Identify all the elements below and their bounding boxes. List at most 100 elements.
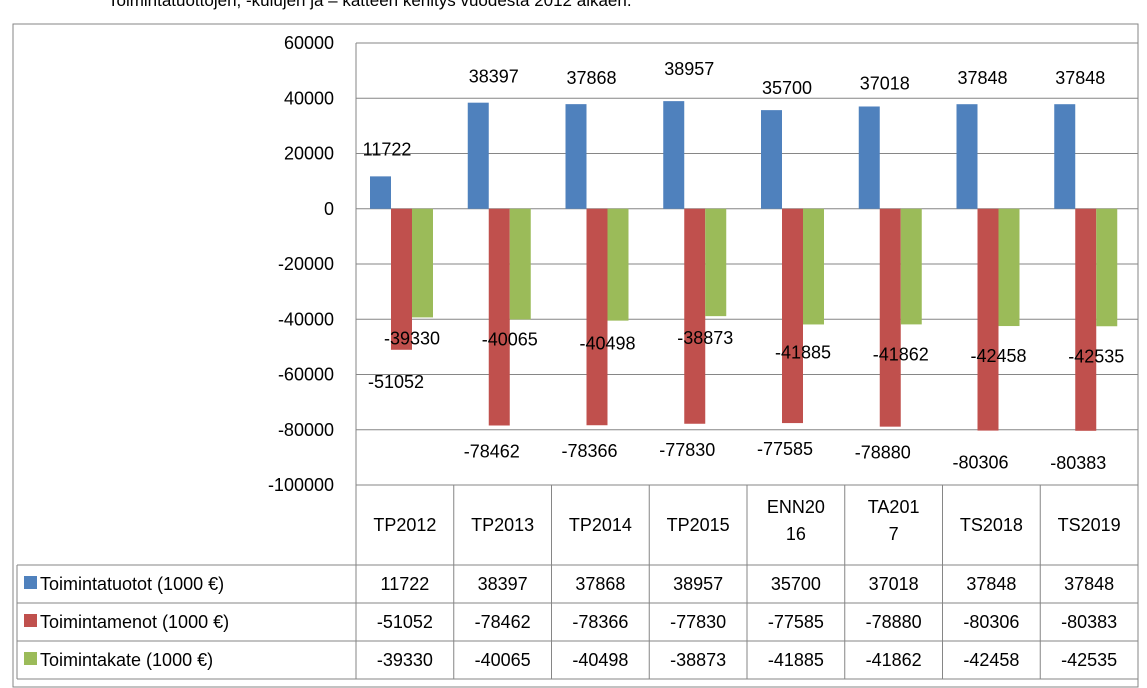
x-tick-label: TP2014 xyxy=(569,515,632,535)
data-label: -42458 xyxy=(970,346,1026,366)
axis: 60000 40000 20000 0 -20000 -40000 -60000 -80000… xyxy=(268,33,357,495)
bar xyxy=(858,106,880,209)
chart-caption: Toimintatuottojen, -kulujen ja – katteen… xyxy=(108,0,632,10)
data-label: -42535 xyxy=(1068,346,1124,366)
data-label: -39330 xyxy=(384,328,440,348)
table-cell: -80306 xyxy=(963,612,1019,632)
bar xyxy=(391,208,412,350)
table-cell: -78366 xyxy=(572,612,628,632)
bar xyxy=(879,208,901,427)
data-label: -41885 xyxy=(775,342,831,362)
y-tick-label: -80000 xyxy=(278,420,334,440)
legend-key xyxy=(24,614,37,627)
bar xyxy=(803,208,824,325)
bar xyxy=(782,208,803,424)
bar xyxy=(977,208,999,431)
data-label: -40065 xyxy=(482,329,538,349)
legend-label: Toimintatuotot (1000 €) xyxy=(40,574,224,594)
data-label: -78880 xyxy=(855,443,911,463)
x-tick-label: TP2013 xyxy=(471,515,534,535)
table-cell: -39330 xyxy=(377,650,433,670)
data-label: -77585 xyxy=(757,439,813,459)
y-tick-label: 0 xyxy=(324,199,334,219)
data-label: 37018 xyxy=(860,73,910,93)
data-label: -80383 xyxy=(1050,453,1106,473)
y-tick-label: 60000 xyxy=(284,33,334,53)
bar xyxy=(607,208,629,321)
table-cell: 35700 xyxy=(771,574,821,594)
legend-label: Toimintamenot (1000 €) xyxy=(40,612,229,632)
bar xyxy=(488,208,510,426)
table-cell: 38397 xyxy=(478,574,528,594)
data-label: -78366 xyxy=(561,441,617,461)
data-label: -51052 xyxy=(368,372,424,392)
data-label: 11722 xyxy=(363,139,412,159)
data-label: -41862 xyxy=(873,344,929,364)
bar xyxy=(998,208,1020,327)
legend-key xyxy=(24,576,37,589)
bar xyxy=(684,208,706,424)
x-tick-label: TS2019 xyxy=(1058,515,1121,535)
table-cell: -77830 xyxy=(670,612,726,632)
table-cell: -42535 xyxy=(1061,650,1117,670)
y-tick-label: 20000 xyxy=(284,144,334,164)
table-cell: -51052 xyxy=(377,612,433,632)
data-table: TP2012 TP2013 TP2014 TP2015 ENN20 16 TA201 7 TS2… xyxy=(16,485,1139,680)
x-tick-label: TP2012 xyxy=(373,515,436,535)
table-cell: -38873 xyxy=(670,650,726,670)
bar xyxy=(586,208,608,426)
table-cell: 37018 xyxy=(869,574,919,594)
legend-key xyxy=(24,652,37,665)
bar xyxy=(467,102,489,209)
x-tick-label: TS2018 xyxy=(960,515,1023,535)
table-cell: 37868 xyxy=(575,574,625,594)
data-label: 38397 xyxy=(469,67,519,87)
bars xyxy=(370,101,1118,431)
bar xyxy=(705,208,727,317)
y-tick-label: -40000 xyxy=(278,309,334,329)
data-label: 38957 xyxy=(664,59,714,79)
bar xyxy=(956,104,978,209)
y-tick-label: -100000 xyxy=(268,475,334,495)
table-cell: -80383 xyxy=(1061,612,1117,632)
data-label: 37868 xyxy=(566,68,616,88)
bar xyxy=(761,110,782,209)
x-tick-label: 16 xyxy=(786,524,806,544)
bar xyxy=(509,208,531,320)
data-labels: 11722 38397 37868 38957 35700 37018 37848 37848… xyxy=(363,59,1125,473)
table-cell: -42458 xyxy=(963,650,1019,670)
bar xyxy=(412,208,433,318)
bar xyxy=(663,101,685,209)
table-cell: -40065 xyxy=(475,650,531,670)
y-tick-label: 40000 xyxy=(284,88,334,108)
data-label: -40498 xyxy=(579,334,635,354)
table-cell: -78880 xyxy=(866,612,922,632)
legend-label: Toimintakate (1000 €) xyxy=(40,650,213,670)
x-tick-label: ENN20 xyxy=(767,497,825,517)
x-tick-label: TA201 xyxy=(868,497,920,517)
data-label: -80306 xyxy=(952,453,1008,473)
table-cell: -40498 xyxy=(572,650,628,670)
table-cell: 11722 xyxy=(381,574,430,594)
table-cell: 38957 xyxy=(673,574,723,594)
y-tick-label: -60000 xyxy=(278,365,334,385)
bar xyxy=(1075,208,1097,431)
bar xyxy=(1054,104,1076,209)
data-label: -78462 xyxy=(464,442,520,462)
table-cell: -77585 xyxy=(768,612,824,632)
table-cell: -78462 xyxy=(475,612,531,632)
data-label: 37848 xyxy=(957,68,1007,88)
table-cell: -41885 xyxy=(768,650,824,670)
bar xyxy=(565,104,587,209)
data-label: 35700 xyxy=(762,78,812,98)
table-cell: 37848 xyxy=(1064,574,1114,594)
y-tick-label: -20000 xyxy=(278,254,334,274)
data-label: -77830 xyxy=(659,440,715,460)
data-label: -38873 xyxy=(677,328,733,348)
data-label: 37848 xyxy=(1055,68,1105,88)
x-tick-label: 7 xyxy=(889,524,899,544)
table-cell: -41862 xyxy=(866,650,922,670)
bar xyxy=(1096,208,1118,327)
table-cell: 37848 xyxy=(966,574,1016,594)
